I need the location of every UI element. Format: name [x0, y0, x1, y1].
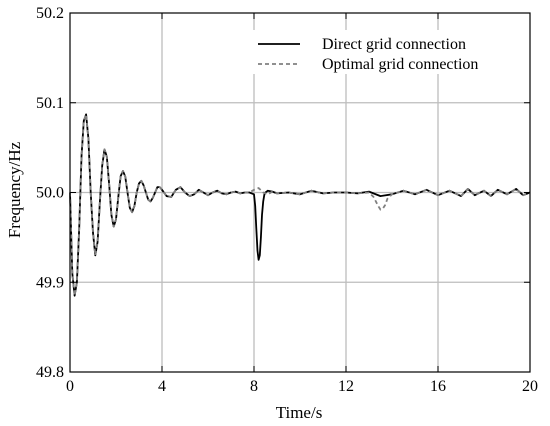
series-lines [69, 113, 531, 297]
x-tick-label: 20 [522, 378, 538, 395]
axis-ticks [69, 12, 531, 373]
y-tick-label: 50.2 [36, 5, 64, 22]
x-axis-label: Time/s [276, 403, 323, 422]
x-tick-label: 16 [430, 378, 446, 395]
y-tick-label: 49.9 [36, 274, 64, 291]
legend-background [248, 30, 520, 74]
x-tick-label: 0 [66, 378, 74, 395]
legend-label-optimal: Optimal grid connection [322, 56, 478, 73]
x-tick-label: 12 [338, 378, 354, 395]
legend: Direct grid connection Optimal grid conn… [248, 30, 520, 74]
series-line-direct [69, 113, 531, 297]
x-tick-label: 8 [250, 378, 258, 395]
y-axis-label: Frequency/Hz [5, 141, 24, 238]
y-tick-label: 49.8 [36, 364, 64, 381]
y-tick-label: 50.1 [36, 95, 64, 112]
legend-label-direct: Direct grid connection [322, 36, 466, 53]
x-tick-label: 4 [158, 378, 166, 395]
y-tick-label: 50.0 [36, 185, 64, 202]
tick-labels: 0 4 8 12 16 20 49.8 49.9 50.0 50.1 50.2 [36, 5, 538, 395]
series-line-optimal [69, 113, 531, 297]
